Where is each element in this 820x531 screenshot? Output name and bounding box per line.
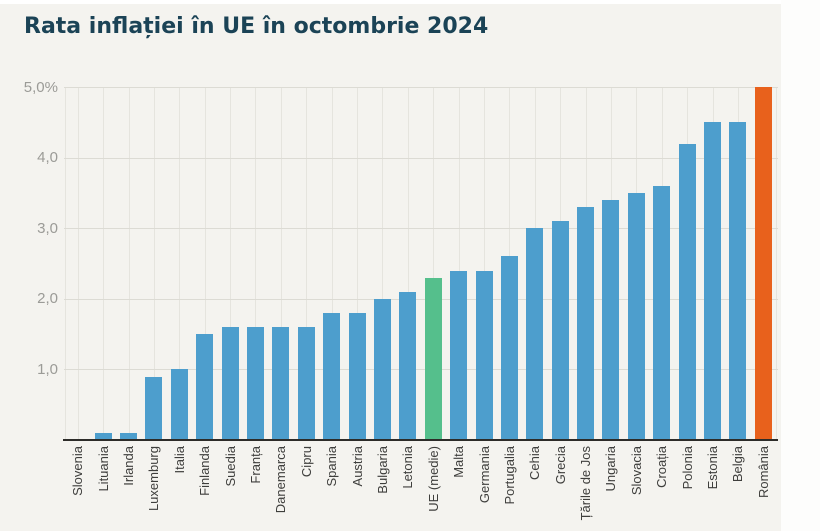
vertical-gridline xyxy=(230,87,232,440)
bar-luxemburg xyxy=(145,376,163,440)
plot-edge-gridline xyxy=(776,87,777,440)
vertical-gridline xyxy=(103,87,105,440)
x-axis-label: Portugalia xyxy=(501,446,517,505)
x-axis-label: Ungaria xyxy=(603,446,619,492)
x-axis-label: Spania xyxy=(324,446,340,487)
y-axis-label: 2,0 xyxy=(37,290,58,308)
x-axis-label: Cehia xyxy=(527,446,543,480)
vertical-gridline xyxy=(280,87,282,440)
x-axis-label: Țările de Jos xyxy=(578,446,594,521)
x-axis-label: UE (medie) xyxy=(425,446,441,512)
horizontal-gridline xyxy=(64,228,778,230)
x-axis-label: Italia xyxy=(171,446,187,474)
y-axis-label: 3,0 xyxy=(37,219,58,237)
bar-lituania xyxy=(94,432,112,440)
bar-rom-nia xyxy=(754,87,772,440)
bar-italia xyxy=(170,369,188,440)
chart-title: Rata inflației în UE în octombrie 2024 xyxy=(24,14,489,39)
x-axis-label: Polonia xyxy=(679,446,695,490)
bar-cipru xyxy=(297,327,315,440)
x-axis-label: Germania xyxy=(476,446,492,504)
bar-polonia xyxy=(678,143,696,440)
bar-spania xyxy=(323,312,341,440)
vertical-gridline xyxy=(179,87,181,440)
bar--rile-de-jos xyxy=(577,207,595,440)
y-axis-label: 1,0 xyxy=(37,360,58,378)
vertical-gridline xyxy=(204,87,206,440)
y-axis-label: 4,0 xyxy=(37,149,58,167)
x-axis-label: Lituania xyxy=(95,446,111,492)
bar-estonia xyxy=(704,122,721,440)
bar-ungaria xyxy=(602,200,620,440)
x-axis-label: Austria xyxy=(349,446,365,487)
x-axis-label: Belgia xyxy=(730,446,746,483)
x-axis-label: Cipru xyxy=(298,446,314,478)
x-axis-label: Grecia xyxy=(552,446,568,485)
horizontal-gridline xyxy=(64,157,778,159)
x-axis-label: Bulgaria xyxy=(374,446,390,494)
chart-card xyxy=(0,4,781,531)
horizontal-gridline xyxy=(64,298,778,300)
x-axis-label: Danemarca xyxy=(273,446,289,514)
x-axis-line xyxy=(63,439,778,441)
right-margin xyxy=(781,0,820,531)
bar-malta xyxy=(450,270,468,440)
x-axis-label: România xyxy=(755,446,771,499)
vertical-gridline xyxy=(331,87,333,440)
horizontal-gridline xyxy=(64,369,778,371)
bar-belgia xyxy=(729,122,747,440)
bar-portugalia xyxy=(500,256,518,440)
vertical-gridline xyxy=(407,87,409,440)
x-axis-label: Malta xyxy=(451,446,467,478)
x-axis-label: Letonia xyxy=(400,446,416,489)
x-axis-label: Suedia xyxy=(222,446,238,487)
horizontal-gridline xyxy=(64,87,778,88)
bar-cehia xyxy=(526,228,544,440)
bar-danemarca xyxy=(272,327,290,440)
x-axis-label: Slovenia xyxy=(70,446,86,496)
x-axis-label: Finlanda xyxy=(197,446,213,496)
bar-grecia xyxy=(551,221,569,440)
bar-letonia xyxy=(399,291,417,440)
x-axis-label: Franța xyxy=(247,446,263,484)
vertical-gridline xyxy=(458,87,460,440)
plot-edge-gridline xyxy=(65,87,66,440)
bar-finlanda xyxy=(196,334,214,440)
vertical-gridline xyxy=(306,87,308,440)
x-axis-label: Irlanda xyxy=(121,446,136,486)
bar-suedia xyxy=(221,327,239,440)
x-axis-label: Croația xyxy=(654,446,670,488)
vertical-gridline xyxy=(77,87,79,440)
vertical-gridline xyxy=(484,87,485,440)
y-axis-label: 5,0% xyxy=(23,78,58,96)
bar-austria xyxy=(348,312,366,440)
vertical-gridline xyxy=(382,87,384,440)
vertical-gridline xyxy=(153,87,155,440)
x-axis-label: Luxemburg xyxy=(146,446,162,512)
vertical-gridline xyxy=(128,87,130,440)
x-axis-label: Slovacia xyxy=(628,446,644,496)
bar-slovacia xyxy=(627,192,645,440)
bar-croa-ia xyxy=(653,185,671,440)
vertical-gridline xyxy=(255,87,257,440)
bar-bulgaria xyxy=(373,298,391,440)
x-axis-label: Estonia xyxy=(705,446,720,490)
bar-irlanda xyxy=(120,432,137,440)
vertical-gridline xyxy=(433,87,435,440)
vertical-gridline xyxy=(357,87,358,440)
bar-germania xyxy=(475,270,493,440)
bar-ue-medie- xyxy=(424,277,442,440)
bar-fran-a xyxy=(246,327,264,440)
